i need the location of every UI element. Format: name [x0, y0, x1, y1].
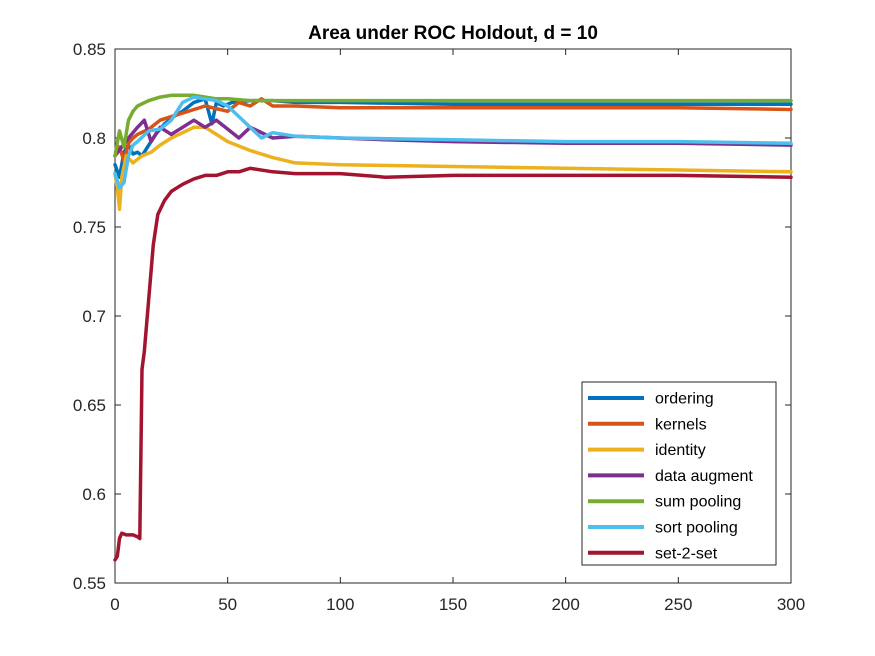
- y-tick-label: 0.55: [73, 574, 106, 593]
- x-tick-label: 0: [110, 595, 119, 614]
- legend-label: identity: [655, 442, 706, 459]
- y-tick-label: 0.65: [73, 396, 106, 415]
- legend-label: sum pooling: [655, 494, 741, 511]
- y-tick-label: 0.85: [73, 40, 106, 59]
- x-tick-label: 250: [664, 595, 692, 614]
- series-layer: [113, 93, 793, 562]
- legend-label: set-2-set: [655, 545, 718, 562]
- legend-label: sort pooling: [655, 520, 738, 537]
- series-line-data-augment: [113, 118, 793, 158]
- series-line-ordering: [113, 97, 793, 179]
- x-tick-label: 300: [777, 595, 805, 614]
- legend-label: data augment: [655, 468, 753, 485]
- legend-label: ordering: [655, 391, 714, 408]
- legend: ordering kernels identity data augment sum p…: [581, 381, 777, 566]
- series-line-kernels: [113, 97, 793, 163]
- y-tick-label: 0.75: [73, 218, 106, 237]
- x-tick-label: 150: [439, 595, 467, 614]
- series-line-set-2-set: [113, 166, 793, 562]
- series-line-sort-pooling: [113, 95, 793, 190]
- x-tick-label: 200: [551, 595, 579, 614]
- axes: 0 50 100 150 200 250 300 0.55 0.6 0.65 0.7 0.75 0.8 0…: [73, 40, 805, 614]
- x-tick-label: 100: [326, 595, 354, 614]
- legend-label: kernels: [655, 416, 707, 433]
- series-line-identity: [113, 125, 793, 211]
- y-tick-label: 0.6: [82, 485, 106, 504]
- y-tick-label: 0.7: [82, 307, 106, 326]
- x-tick-label: 50: [218, 595, 237, 614]
- chart-title: Area under ROC Holdout, d = 10: [308, 23, 598, 44]
- series-line-sum-pooling: [113, 93, 793, 158]
- y-tick-label: 0.8: [82, 129, 106, 148]
